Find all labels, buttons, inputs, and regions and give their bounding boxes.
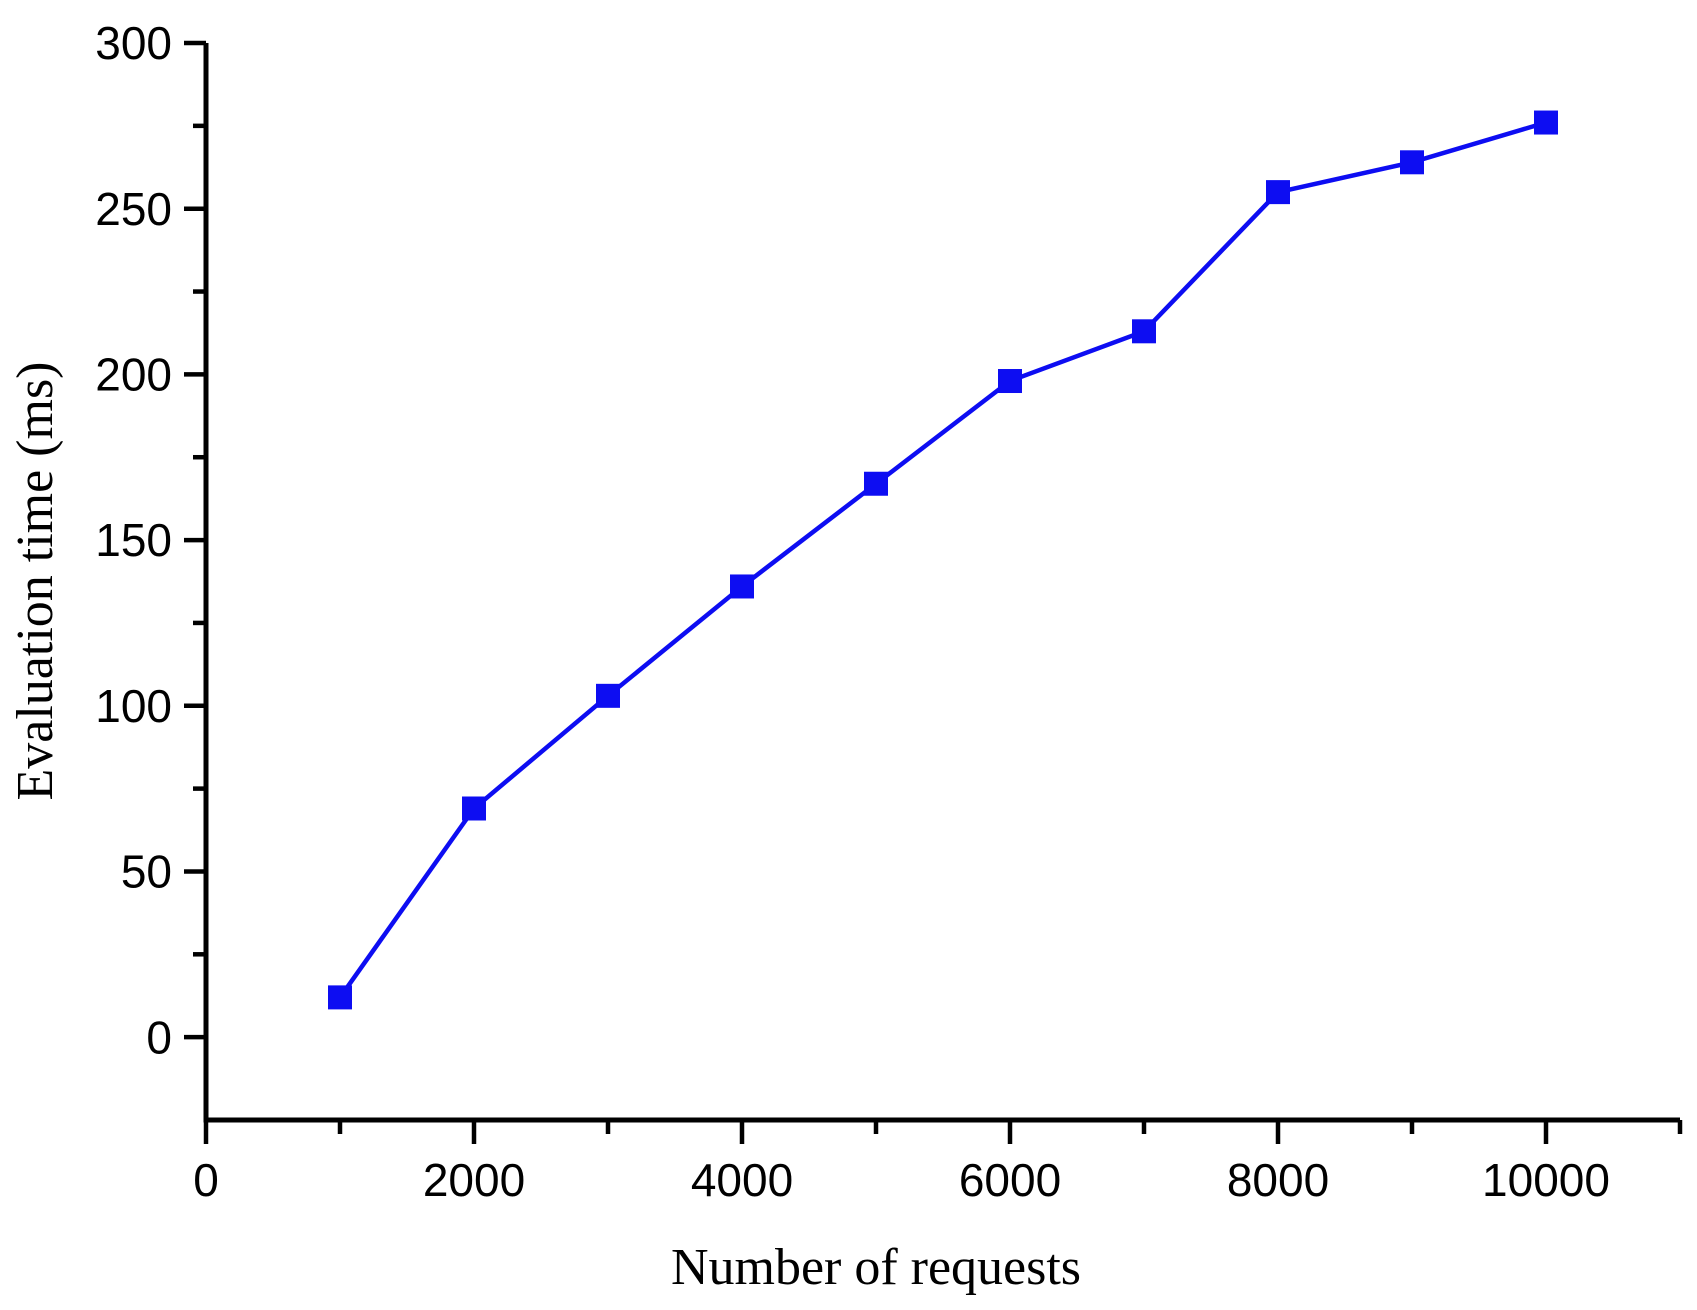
y-tick-label: 100 xyxy=(95,680,172,732)
data-point-marker xyxy=(328,985,352,1010)
y-tick-label: 250 xyxy=(95,183,172,235)
data-point-marker xyxy=(1534,110,1558,135)
data-point-marker xyxy=(864,471,888,496)
y-tick-label: 300 xyxy=(95,17,172,69)
data-point-marker xyxy=(1132,319,1156,344)
series-layer xyxy=(328,110,1558,1010)
data-point-marker xyxy=(998,369,1022,394)
series-line xyxy=(338,120,1547,999)
y-tick-label: 0 xyxy=(146,1011,172,1063)
y-tick-label: 200 xyxy=(95,348,172,400)
data-point-marker xyxy=(1266,180,1290,205)
y-axis-title: Evaluation time (ms) xyxy=(7,361,64,800)
data-point-marker xyxy=(730,574,754,599)
x-tick-label: 0 xyxy=(193,1154,219,1206)
axes-layer: 0 50 100 150 200 250 300 0 2000 4000 6000 8000 10000 xyxy=(95,17,1683,1206)
x-tick-label: 6000 xyxy=(959,1154,1061,1206)
y-tick-label: 50 xyxy=(121,846,172,898)
x-axis-title: Number of requests xyxy=(671,1239,1081,1296)
data-point-marker xyxy=(462,796,486,821)
y-tick-label: 150 xyxy=(95,514,172,566)
x-tick-label: 2000 xyxy=(423,1154,525,1206)
x-tick-label: 4000 xyxy=(691,1154,793,1206)
data-point-marker xyxy=(596,683,620,708)
x-tick-label: 10000 xyxy=(1482,1154,1610,1206)
data-point-marker xyxy=(1400,150,1424,175)
x-tick-label: 8000 xyxy=(1227,1154,1329,1206)
